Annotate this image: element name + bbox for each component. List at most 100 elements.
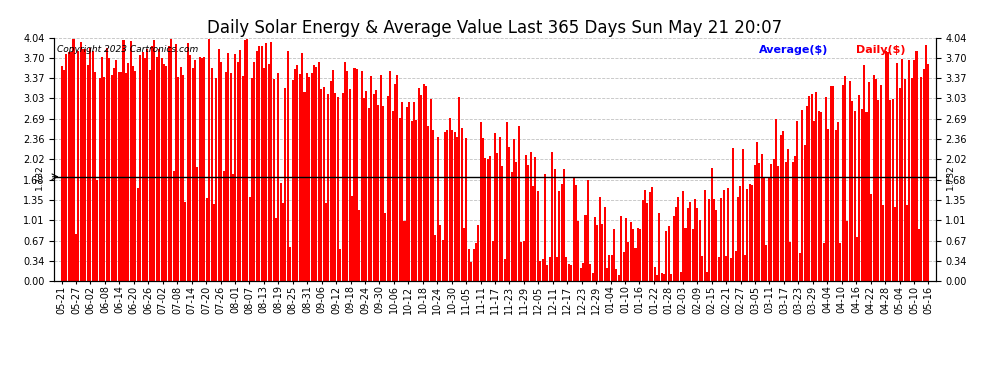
Bar [508, 147, 510, 281]
Bar [282, 203, 284, 281]
Bar [363, 98, 365, 281]
Bar [232, 174, 234, 281]
Bar [904, 79, 906, 281]
Bar [580, 268, 582, 281]
Bar [189, 55, 191, 281]
Bar [744, 255, 746, 281]
Bar [808, 96, 811, 281]
Bar [582, 263, 584, 281]
Bar [323, 87, 325, 281]
Bar [60, 66, 62, 281]
Bar [477, 225, 479, 281]
Bar [787, 149, 789, 281]
Bar [751, 185, 753, 281]
Bar [811, 94, 813, 281]
Bar [672, 216, 674, 281]
Bar [680, 272, 682, 281]
Bar [153, 40, 155, 281]
Bar [275, 217, 277, 281]
Bar [213, 204, 215, 281]
Bar [65, 54, 67, 281]
Bar [320, 89, 322, 281]
Bar [833, 86, 835, 281]
Bar [401, 102, 403, 281]
Bar [663, 273, 665, 281]
Bar [96, 180, 98, 281]
Bar [75, 234, 77, 281]
Bar [108, 58, 110, 281]
Bar [237, 62, 239, 281]
Bar [135, 71, 137, 281]
Bar [868, 81, 870, 281]
Bar [587, 180, 589, 281]
Bar [906, 206, 908, 281]
Bar [248, 197, 250, 281]
Bar [851, 101, 853, 281]
Bar [304, 92, 306, 281]
Bar [537, 191, 539, 281]
Bar [896, 63, 899, 281]
Bar [528, 165, 530, 281]
Bar [628, 243, 630, 281]
Bar [770, 164, 772, 281]
Bar [706, 272, 708, 281]
Bar [330, 81, 332, 281]
Bar [625, 218, 627, 281]
Bar [651, 188, 653, 281]
Bar [199, 57, 201, 281]
Bar [311, 73, 313, 281]
Bar [460, 128, 462, 281]
Bar [882, 205, 884, 281]
Bar [880, 85, 882, 281]
Bar [196, 167, 198, 281]
Bar [513, 139, 515, 281]
Bar [67, 51, 69, 281]
Bar [570, 265, 572, 281]
Bar [191, 69, 194, 281]
Bar [644, 190, 646, 281]
Bar [575, 185, 577, 281]
Bar [251, 78, 253, 281]
Bar [506, 123, 508, 281]
Bar [230, 72, 232, 281]
Bar [835, 130, 837, 281]
Bar [163, 64, 165, 281]
Bar [208, 39, 210, 281]
Bar [692, 229, 694, 281]
Text: Daily($): Daily($) [856, 45, 906, 55]
Bar [894, 207, 896, 281]
Bar [377, 105, 379, 281]
Bar [492, 242, 494, 281]
Bar [556, 256, 558, 281]
Bar [292, 80, 294, 281]
Bar [565, 257, 567, 281]
Bar [635, 249, 637, 281]
Bar [848, 81, 850, 281]
Bar [360, 70, 362, 281]
Bar [875, 79, 877, 281]
Bar [496, 153, 498, 281]
Bar [151, 46, 153, 281]
Bar [658, 213, 660, 281]
Bar [351, 196, 353, 281]
Bar [123, 40, 125, 281]
Bar [432, 130, 434, 281]
Bar [768, 177, 770, 281]
Bar [396, 75, 398, 281]
Bar [689, 202, 691, 281]
Bar [694, 199, 696, 281]
Bar [806, 106, 808, 281]
Bar [656, 274, 658, 281]
Bar [382, 106, 384, 281]
Bar [872, 75, 874, 281]
Bar [830, 87, 832, 281]
Bar [589, 264, 591, 281]
Bar [446, 130, 448, 281]
Bar [448, 118, 450, 281]
Bar [418, 88, 420, 281]
Bar [244, 40, 246, 281]
Bar [842, 85, 843, 281]
Bar [306, 73, 308, 281]
Bar [435, 235, 437, 281]
Bar [70, 51, 72, 281]
